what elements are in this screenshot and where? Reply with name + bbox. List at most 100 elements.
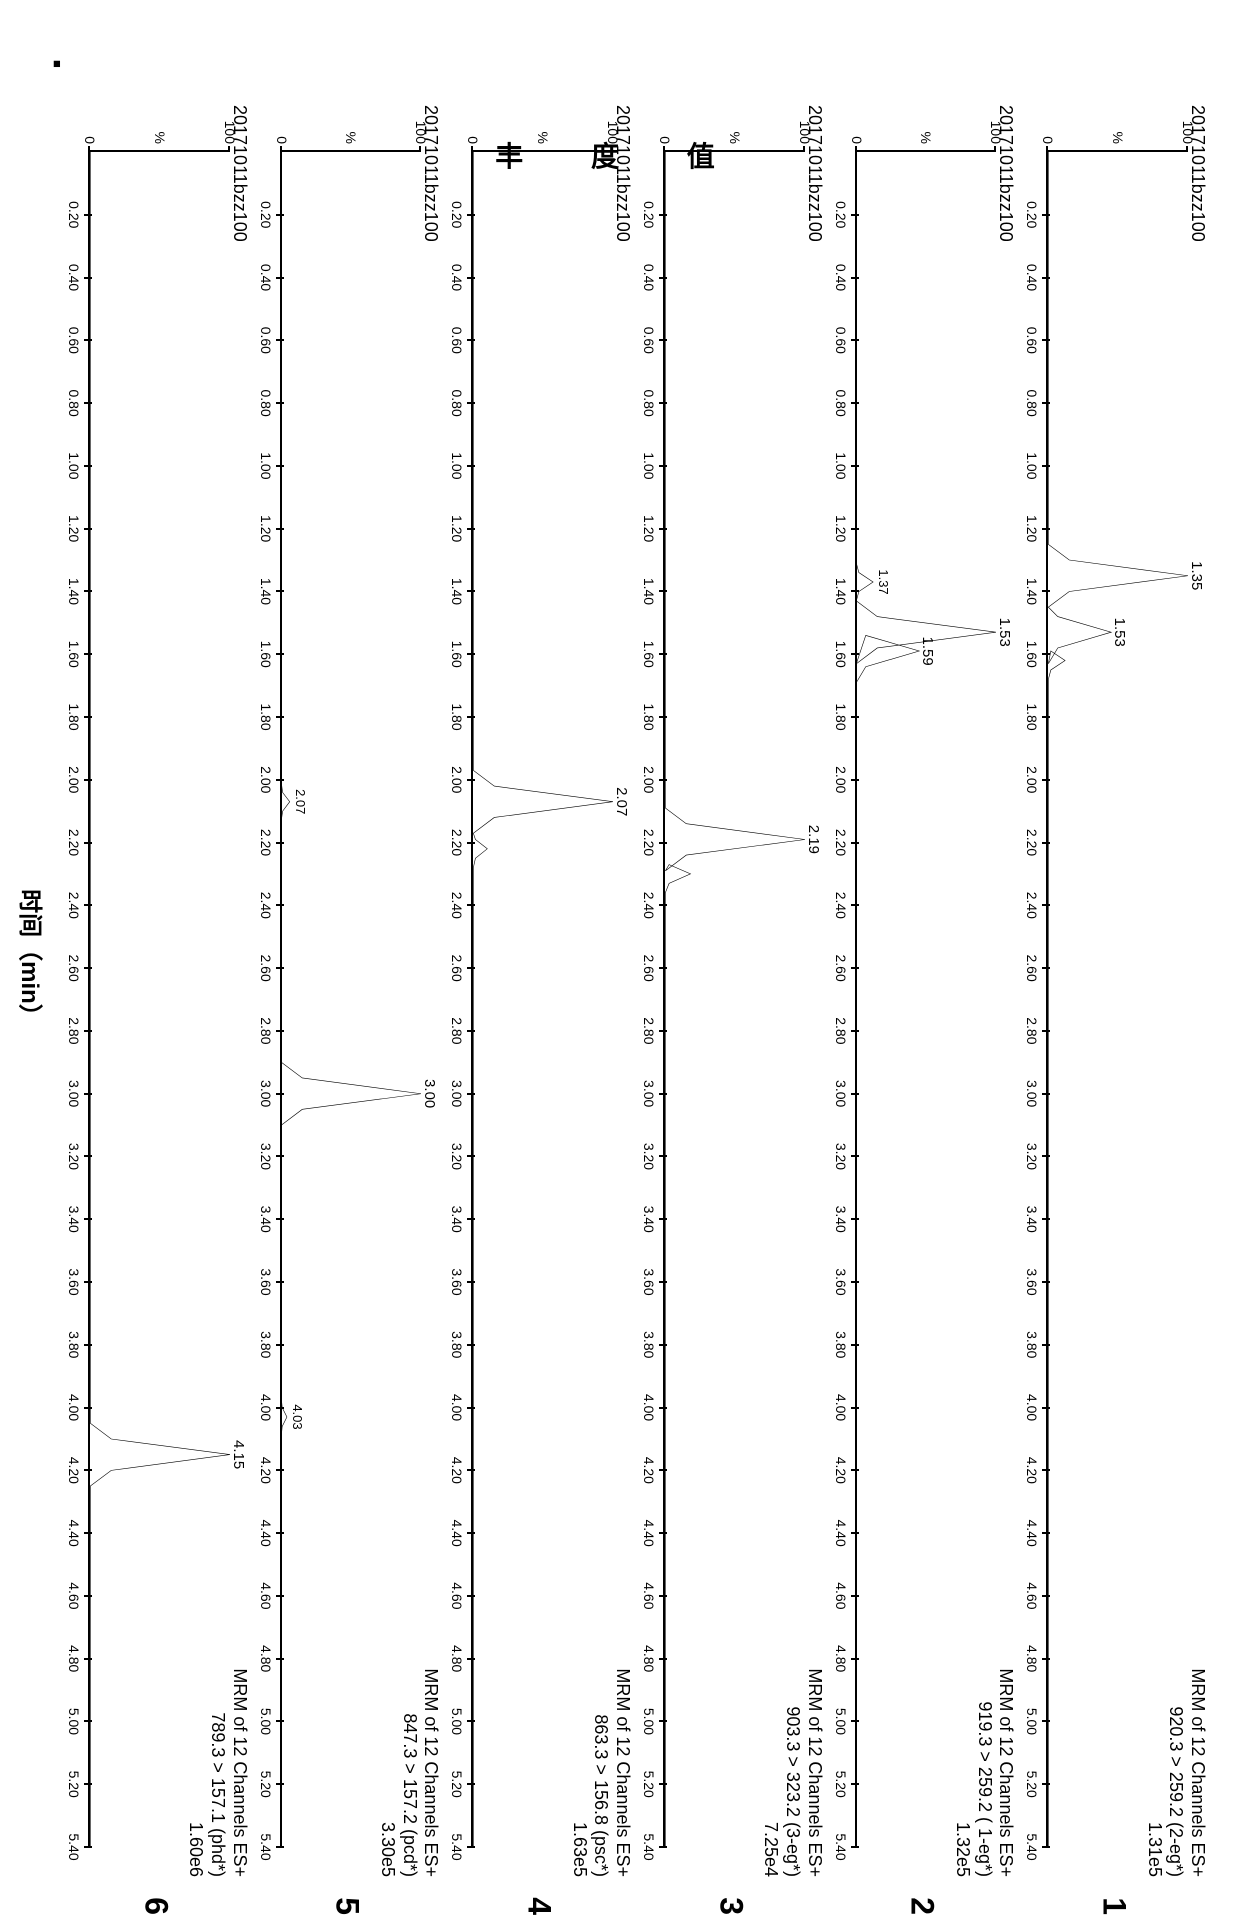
x-tick-label: 1.20 — [66, 515, 82, 542]
x-tick-label: 1.80 — [1024, 703, 1040, 730]
minor-peak-label: 2.07 — [293, 789, 308, 814]
trace-svg — [473, 152, 613, 1847]
x-tick-label: 5.40 — [833, 1833, 849, 1860]
y-mid-label: % — [343, 132, 359, 144]
chart-area: 0100%0.200.400.600.801.001.201.401.601.8… — [663, 150, 805, 1847]
chart-area: 0100%0.200.400.600.801.001.201.401.601.8… — [471, 150, 613, 1847]
chart-area: 0100%0.200.400.600.801.001.201.401.601.8… — [855, 150, 997, 1847]
x-tick-label: 0.80 — [449, 389, 465, 416]
x-tick-label: 3.40 — [1024, 1206, 1040, 1233]
x-tick-label: 3.20 — [1024, 1143, 1040, 1170]
x-tick-label: 2.40 — [66, 892, 82, 919]
trace-svg — [1048, 152, 1188, 1847]
x-tick-label: 3.60 — [833, 1268, 849, 1295]
x-tick-label: 2.80 — [66, 1017, 82, 1044]
x-tick-label: 0.80 — [1024, 389, 1040, 416]
x-tick-label: 2.80 — [833, 1017, 849, 1044]
x-tick-label: 2.40 — [641, 892, 657, 919]
x-tick-label: 3.00 — [66, 1080, 82, 1107]
x-tick-label: 2.20 — [66, 829, 82, 856]
trace-svg — [90, 152, 230, 1847]
y-mid-label: % — [919, 132, 935, 144]
x-tick-label: 1.00 — [449, 452, 465, 479]
chromatogram-panel: 20171011bzz1002MRM of 12 Channels ES+919… — [827, 100, 1019, 1887]
x-tick-label: 0.40 — [833, 264, 849, 291]
x-tick-label: 3.00 — [449, 1080, 465, 1107]
trace-path — [857, 152, 997, 1847]
x-tick-label: 4.40 — [1024, 1519, 1040, 1546]
x-tick-label: 2.80 — [641, 1017, 657, 1044]
x-tick-label: 4.40 — [641, 1519, 657, 1546]
x-tick-label: 3.00 — [1024, 1080, 1040, 1107]
peak-label: 2.07 — [613, 787, 630, 816]
x-tick-label: 4.80 — [258, 1645, 274, 1672]
x-tick-label: 5.20 — [641, 1771, 657, 1798]
x-tick-label: 1.20 — [833, 515, 849, 542]
x-tick-label: 2.40 — [1024, 892, 1040, 919]
info-line1: MRM of 12 Channels ES+ — [228, 1668, 250, 1877]
y-tick-label: 100 — [988, 121, 1004, 144]
x-tick-label: 3.40 — [449, 1206, 465, 1233]
x-tick-label: 1.00 — [641, 452, 657, 479]
x-ticks: 0.200.400.600.801.001.201.401.601.802.00… — [637, 152, 665, 1847]
x-tick-label: 2.20 — [258, 829, 274, 856]
x-tick-label: 0.60 — [258, 327, 274, 354]
x-tick-label: 3.80 — [258, 1331, 274, 1358]
x-tick-label: 2.60 — [641, 954, 657, 981]
x-tick-label: 2.00 — [66, 766, 82, 793]
x-tick-label: 0.20 — [833, 201, 849, 228]
peak-label: 1.35 — [1188, 561, 1205, 590]
x-tick-label: 0.80 — [66, 389, 82, 416]
x-tick-label: 3.80 — [449, 1331, 465, 1358]
y-ticks: 0100% — [857, 102, 997, 152]
x-tick-label: 5.40 — [258, 1833, 274, 1860]
x-tick-label: 4.40 — [66, 1519, 82, 1546]
x-tick-label: 4.80 — [1024, 1645, 1040, 1672]
x-tick-label: 4.60 — [641, 1582, 657, 1609]
y-tick-label: 100 — [222, 121, 238, 144]
x-tick-label: 3.40 — [641, 1206, 657, 1233]
x-tick-label: 4.40 — [449, 1519, 465, 1546]
x-ticks: 0.200.400.600.801.001.201.401.601.802.00… — [62, 152, 90, 1847]
x-tick-label: 1.80 — [449, 703, 465, 730]
x-ticks: 0.200.400.600.801.001.201.401.601.802.00… — [445, 152, 473, 1847]
chromatogram-panel: 20171011bzz1001MRM of 12 Channels ES+920… — [1018, 100, 1210, 1887]
x-tick-label: 0.60 — [66, 327, 82, 354]
x-tick-label: 3.40 — [258, 1206, 274, 1233]
x-tick-label: 3.20 — [258, 1143, 274, 1170]
x-tick-label: 5.00 — [258, 1708, 274, 1735]
x-tick-label: 2.00 — [449, 766, 465, 793]
x-tick-label: 1.20 — [258, 515, 274, 542]
chromatogram-panel: 20171011bzz1004MRM of 12 Channels ES+863… — [443, 100, 635, 1887]
peak-label: 1.53 — [1111, 618, 1128, 647]
panel-stack: 20171011bzz1001MRM of 12 Channels ES+920… — [60, 100, 1210, 1887]
x-tick-label: 1.20 — [1024, 515, 1040, 542]
info-line1: MRM of 12 Channels ES+ — [803, 1668, 825, 1877]
x-tick-label: 3.60 — [66, 1268, 82, 1295]
y-tick-label: 100 — [1180, 121, 1196, 144]
info-line1: MRM of 12 Channels ES+ — [611, 1668, 633, 1877]
x-tick-label: 5.20 — [449, 1771, 465, 1798]
x-tick-label: 3.20 — [833, 1143, 849, 1170]
trace-path — [90, 152, 230, 1847]
y-ticks: 0100% — [1048, 102, 1188, 152]
x-tick-label: 1.60 — [1024, 641, 1040, 668]
x-tick-label: 0.40 — [641, 264, 657, 291]
trace-path — [665, 152, 805, 1847]
x-tick-label: 5.40 — [449, 1833, 465, 1860]
x-tick-label: 0.40 — [258, 264, 274, 291]
peak-label: 2.19 — [805, 825, 822, 854]
x-tick-label: 3.80 — [66, 1331, 82, 1358]
panel-number: 1 — [1096, 1897, 1133, 1915]
y-tick-label: 0 — [1040, 136, 1056, 144]
panel-number: 4 — [521, 1897, 558, 1915]
x-axis-label: 时间（min） — [15, 889, 50, 1028]
y-mid-label: % — [1110, 132, 1126, 144]
x-tick-label: 2.60 — [833, 954, 849, 981]
x-tick-label: 1.80 — [258, 703, 274, 730]
x-tick-label: 1.60 — [66, 641, 82, 668]
x-tick-label: 2.80 — [1024, 1017, 1040, 1044]
x-tick-label: 3.60 — [258, 1268, 274, 1295]
x-tick-label: 2.00 — [258, 766, 274, 793]
x-tick-label: 4.20 — [1024, 1457, 1040, 1484]
